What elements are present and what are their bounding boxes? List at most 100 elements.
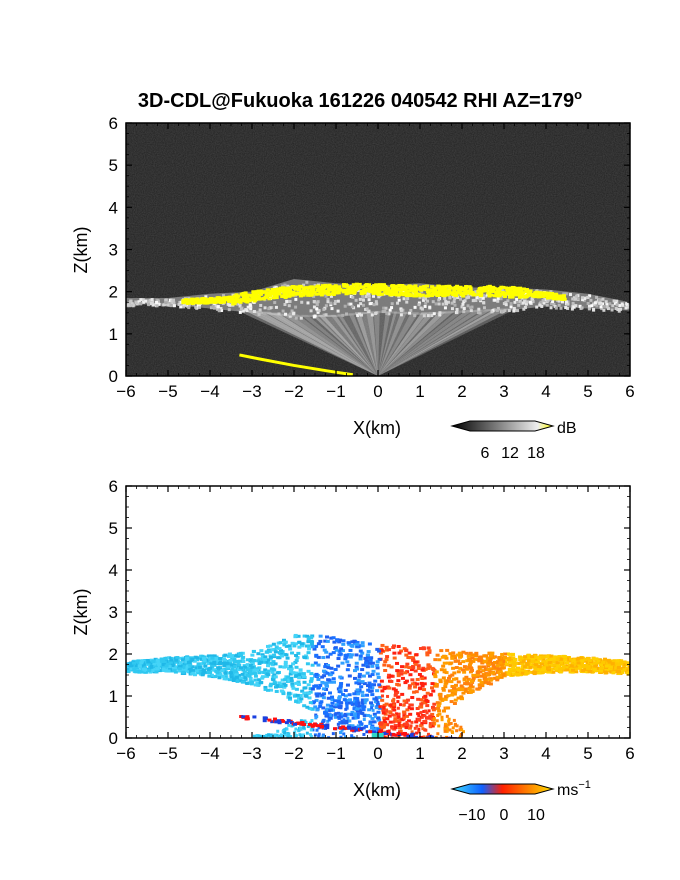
echo-pixel xyxy=(456,295,460,299)
velocity-pixel xyxy=(212,663,217,667)
strong-echo-pixel xyxy=(288,288,293,292)
velocity-pixel xyxy=(356,712,360,716)
strong-echo-pixel xyxy=(360,285,365,289)
echo-pixel xyxy=(428,305,432,309)
velocity-pixel xyxy=(436,713,440,717)
strong-echo-pixel xyxy=(269,290,274,294)
echo-pixel xyxy=(361,298,365,302)
strong-echo-pixel xyxy=(304,286,309,290)
velocity-pixel xyxy=(289,676,294,680)
echo-pixel xyxy=(484,294,488,298)
strong-echo-pixel xyxy=(202,301,207,305)
echo-pixel xyxy=(375,302,379,306)
strong-echo-pixel xyxy=(343,288,348,292)
velocity-pixel xyxy=(325,655,330,659)
velocity-pixel xyxy=(339,704,343,708)
echo-pixel xyxy=(417,303,421,307)
velocity-pixel xyxy=(336,701,341,705)
velocity-pixel xyxy=(293,660,298,664)
velocity-pixel xyxy=(528,663,533,667)
velocity-pixel xyxy=(475,687,480,691)
velocity-pixel xyxy=(348,719,352,723)
strong-echo-pixel xyxy=(489,293,494,297)
velocity-pixel xyxy=(140,665,145,669)
velocity-pixel xyxy=(309,642,314,646)
velocity-pixel xyxy=(317,692,322,696)
velocity-pixel xyxy=(221,674,226,678)
velocity-pixel xyxy=(562,666,567,670)
velocity-pixel xyxy=(570,670,575,674)
near-surface-pixel xyxy=(341,725,346,729)
velocity-pixel xyxy=(362,732,366,736)
velocity-pixel xyxy=(206,662,211,666)
velocity-pixel xyxy=(466,654,471,658)
strong-echo-pixel xyxy=(505,292,510,296)
velocity-pixel xyxy=(356,678,361,682)
velocity-pixel xyxy=(325,671,330,675)
near-surface-pixel xyxy=(419,735,424,738)
velocity-pixel xyxy=(322,718,326,722)
echo-pixel xyxy=(329,294,333,298)
colorbar-tick: 12 xyxy=(501,445,519,462)
echo-pixel xyxy=(443,306,447,310)
velocity-pixel xyxy=(468,683,473,687)
velocity-pixel xyxy=(273,733,277,737)
velocity-pixel xyxy=(425,691,430,695)
near-surface-pixel xyxy=(262,716,267,720)
velocity-pixel xyxy=(325,712,329,716)
velocity-pixel xyxy=(428,693,433,697)
velocity-pixel xyxy=(527,656,532,660)
velocity-pixel xyxy=(512,669,517,673)
echo-pixel xyxy=(367,309,371,313)
velocity-pixel xyxy=(362,717,366,721)
echo-beam xyxy=(373,310,391,376)
velocity-pixel xyxy=(161,667,166,671)
x-tick-label: 2 xyxy=(457,382,466,401)
velocity-pixel xyxy=(542,660,547,664)
echo-pixel xyxy=(312,294,316,298)
strong-echo-pixel xyxy=(408,285,413,289)
echo-pixel xyxy=(183,303,187,307)
velocity-pixel xyxy=(488,671,493,675)
strong-echo-pixel xyxy=(341,283,346,287)
echo-pixel xyxy=(516,300,520,304)
velocity-pixel xyxy=(257,671,262,675)
echo-beam xyxy=(354,312,378,376)
velocity-pixel xyxy=(392,651,397,655)
velocity-pixel xyxy=(464,667,469,671)
velocity-pixel xyxy=(482,660,487,664)
velocity-pixel xyxy=(313,733,317,737)
velocity-pixel xyxy=(419,702,424,706)
near-surface-pixel xyxy=(365,730,370,734)
echo-pixel xyxy=(462,307,466,311)
velocity-pixel xyxy=(410,657,415,661)
echo-pixel xyxy=(130,303,134,307)
echo-pixel xyxy=(588,294,592,298)
strong-echo-pixel xyxy=(543,294,548,298)
velocity-pixel xyxy=(245,658,250,662)
echo-pixel xyxy=(228,303,232,307)
strong-echo-pixel xyxy=(453,293,458,297)
velocity-pixel xyxy=(238,679,243,683)
echo-pixel xyxy=(443,296,447,300)
strong-echo-pixel xyxy=(470,292,475,296)
velocity-pixel xyxy=(303,686,308,690)
velocity-pixel xyxy=(345,660,350,664)
figure-title: 3D-CDL@Fukuoka 161226 040542 RHI AZ=179o xyxy=(138,87,582,112)
echo-pixel xyxy=(476,311,480,315)
velocity-pixel xyxy=(288,664,293,668)
velocity-pixel xyxy=(230,667,235,671)
velocity-pixel xyxy=(418,646,423,650)
near-surface-pixel xyxy=(272,717,277,721)
near-surface-pixel xyxy=(245,715,250,719)
strong-echo-pixel xyxy=(521,291,526,295)
x-tick-label: −6 xyxy=(116,382,135,401)
echo-pixel xyxy=(219,309,223,313)
strong-echo-pixel xyxy=(351,291,356,295)
velocity-pixel xyxy=(464,675,469,679)
velocity-pixel xyxy=(227,678,232,682)
velocity-pixel xyxy=(183,662,188,666)
velocity-pixel xyxy=(479,680,484,684)
echo-pixel xyxy=(273,301,277,305)
strong-echo-pixel xyxy=(444,284,449,288)
